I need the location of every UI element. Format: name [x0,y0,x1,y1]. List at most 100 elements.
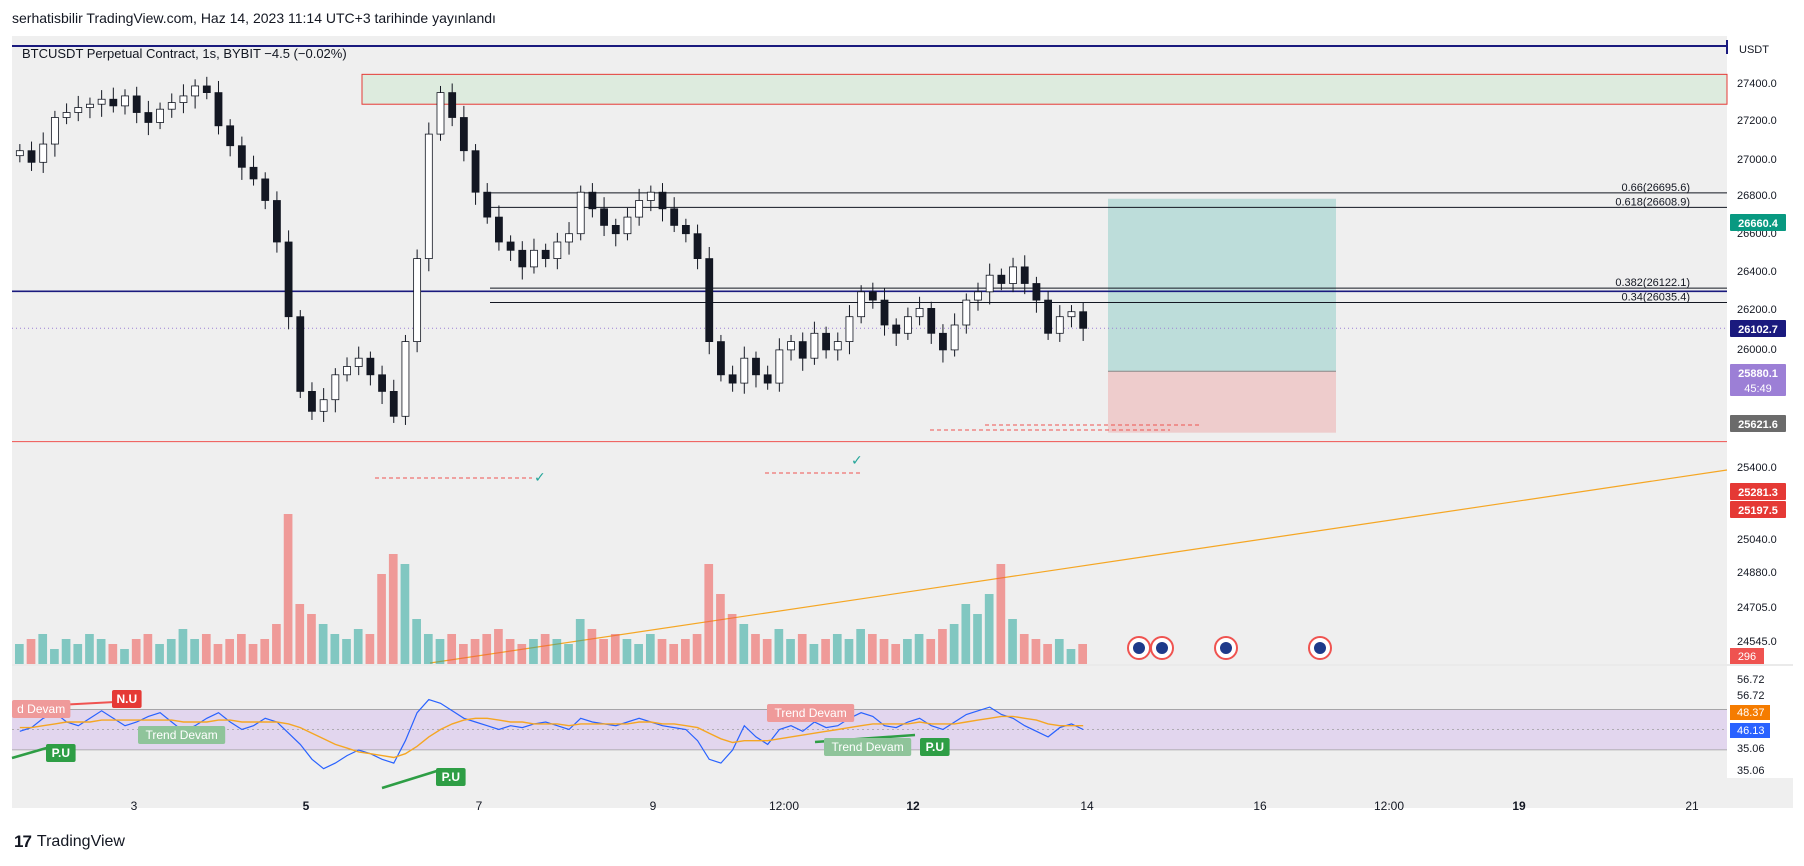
volume-bar [786,639,795,664]
candle-body [903,316,912,334]
candle-body [144,112,153,123]
volume-bar [353,629,363,664]
volume-bar [762,639,772,664]
volume-bar [190,639,199,664]
candle-body [646,191,655,201]
price-axis-tick: 24705.0 [1737,602,1777,614]
candle-body [401,341,410,417]
rsi-badge-label-2: 46.13 [1737,725,1765,737]
volume-bar [727,614,737,664]
candle-body [343,366,351,376]
volume-bar [716,594,725,664]
volume-bar [307,614,316,664]
volume-bar [61,639,71,664]
volume-bar [260,639,270,664]
volume-bar [283,514,293,664]
volume-bar [961,604,971,664]
orange-trendline [429,469,1728,664]
volume-bar [225,639,235,664]
candle-body [1020,266,1029,284]
volume-bar [552,639,562,664]
time-axis-tick: 3 [131,799,138,813]
candle-body [857,291,866,318]
candle-body [109,98,118,107]
price-axis-tick: 25400.0 [1737,462,1777,474]
rsi-badge-label-3: 35.06 [1737,743,1765,755]
price-axis-tick: 24880.0 [1737,567,1777,579]
volume-bar [681,639,690,664]
candle-body [156,108,164,123]
tradingview-logo[interactable]: 17 TradingView [14,832,125,852]
volume-bar [377,574,386,664]
candle-body [413,258,422,343]
price-badge-label-2: 25880.1 [1738,368,1778,380]
time-axis-tick: 19 [1512,799,1526,813]
us-flag-event-icon-inner [1314,642,1326,654]
candle-body [226,125,235,147]
candle-body [459,117,468,152]
candle-body [237,145,246,168]
rsi-axis-tick: 35.06 [1737,765,1765,777]
rsi-label-2: Trend Devam [145,728,217,742]
candle-body [191,85,200,97]
volume-bar [973,614,982,664]
volume-bar [832,634,842,664]
candle-body [27,150,36,163]
rsi-label-box-5 [767,704,855,722]
candle-body [74,107,83,113]
us-flag-event-icon-inner [1156,642,1168,654]
volume-bar [166,639,176,664]
candle-body [868,291,877,301]
rsi-ma-line [19,715,1084,759]
volume-bar [143,634,153,664]
candle-body [366,357,375,376]
candle-body [588,191,597,210]
candle-body [132,95,141,113]
volume-bar [365,634,375,664]
legend-line: BTCUSDT Perpetual Contract, 1s, BYBIT −4… [22,46,347,61]
candle-body [518,249,527,268]
annotations-layer: ✓✓ [375,424,1332,660]
volume-bar [575,619,585,664]
candle-body [763,374,772,384]
volume-bar [903,639,912,664]
volume-bar [540,634,550,664]
rsi-label-7: P.U [926,740,944,754]
rsi-badge-label-0: 56.72 [1737,690,1765,702]
volume-bar [96,639,106,664]
supply-zone [361,73,1728,105]
volume-bar [388,554,398,664]
volume-bar [1043,644,1052,664]
rsi-label-box-4 [436,768,466,786]
volume-bar [1031,639,1041,664]
fib-label-2: 0.382(26122.1) [1615,277,1690,289]
volume-bar [423,634,433,664]
candle-body [775,349,784,384]
volume-bar [797,634,807,664]
volume-badge-label: 296 [1738,651,1756,663]
candle-body [892,324,901,334]
price-axis-tick: 25040.0 [1737,534,1777,546]
time-axis: 3 5 7 9 12:00 12 14 16 12:00 19 21 [131,799,1699,813]
time-axis-background [12,778,1793,808]
candle-body [202,85,211,93]
candle-body [1055,316,1064,334]
price-axis-tick: 27400.0 [1737,78,1777,90]
rsi-layer: d Devam N.U Trend Devam P.U P.U Trend Devam Tr… [11,674,1770,790]
time-axis-tick: 9 [650,799,657,813]
volume-bar [120,649,129,664]
price-axis: 27400.027200.027000.026800.026600.026400… [1730,78,1786,664]
volume-bar [330,634,340,664]
candle-body [436,92,445,135]
volume-bar [459,644,468,664]
candle-body [495,216,503,243]
main-pane-background [12,36,1727,664]
candle-body [845,316,854,343]
volume-bar [879,639,889,664]
volume-bar [610,634,620,664]
candle-body [880,299,889,326]
check-mark-icon: ✓ [851,452,863,468]
volume-bar [996,564,1006,664]
volume-bar [657,639,667,664]
